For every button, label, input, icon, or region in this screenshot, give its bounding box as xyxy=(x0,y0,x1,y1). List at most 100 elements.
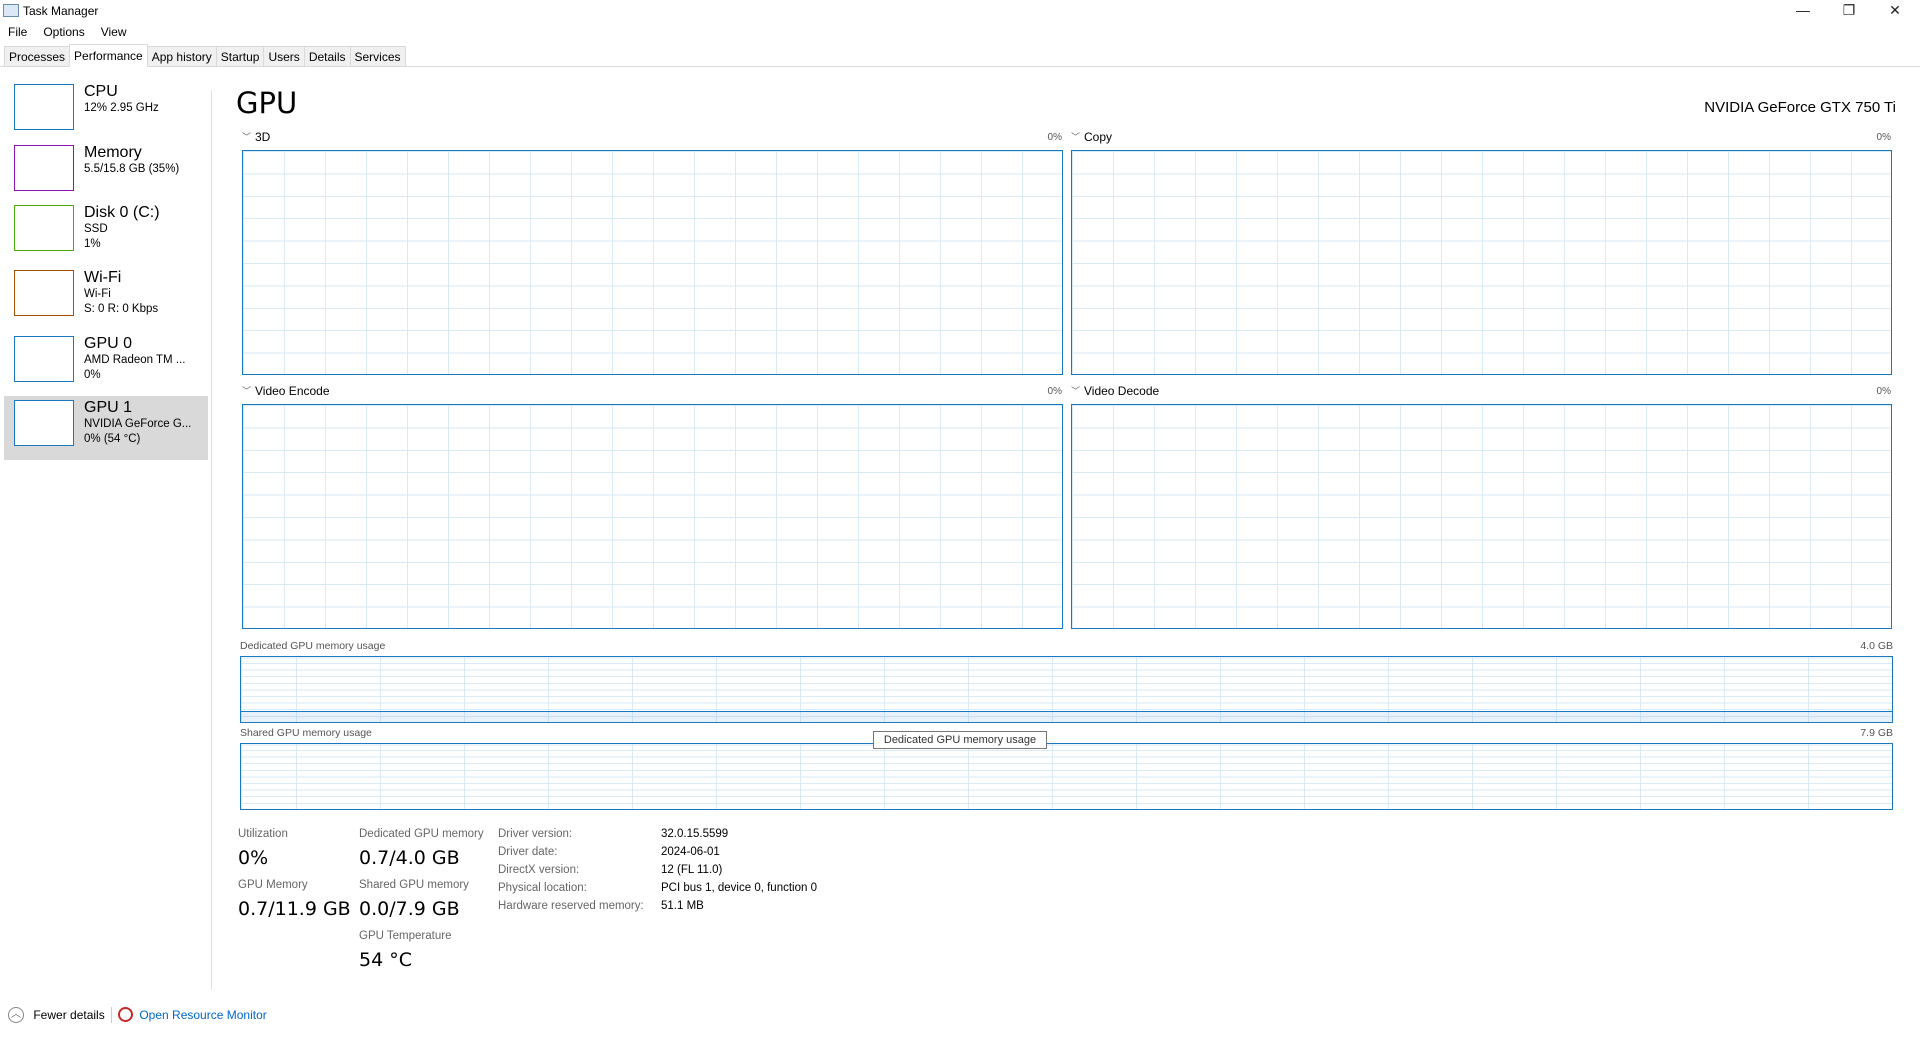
dedicated-chart-label: Dedicated GPU memory usage xyxy=(240,640,386,652)
engine-chart-video-encode[interactable] xyxy=(242,404,1063,629)
open-resource-monitor-link[interactable]: Open Resource Monitor xyxy=(118,1007,267,1023)
info-value: 12 (FL 11.0) xyxy=(661,864,723,876)
sidebar-item-detail: 12% 2.95 GHz xyxy=(84,102,159,114)
shared-chart-label: Shared GPU memory usage xyxy=(240,727,372,739)
menu-bar: File Options View xyxy=(0,23,135,43)
footer-divider xyxy=(111,1007,112,1023)
tab-processes[interactable]: Processes xyxy=(4,46,71,67)
chevron-down-icon[interactable]: ﹀ xyxy=(242,132,252,142)
engine-label-3d[interactable]: 3D xyxy=(255,130,271,144)
engine-value-copy: 0% xyxy=(1876,132,1891,143)
sidebar-item-detail-2: 0% (54 °C) xyxy=(84,433,141,445)
sidebar-item-gpu-0[interactable]: GPU 0 AMD Radeon TM ... 0% xyxy=(4,332,208,396)
tab-startup[interactable]: Startup xyxy=(215,46,265,67)
tab-details[interactable]: Details xyxy=(303,46,351,67)
page-title: GPU xyxy=(236,86,298,120)
info-value: 51.1 MB xyxy=(661,900,704,912)
utilization-label: Utilization xyxy=(238,828,288,840)
tab-app-history[interactable]: App history xyxy=(146,46,217,67)
utilization-value: 0% xyxy=(238,847,269,869)
sidebar-item-name: GPU 1 xyxy=(84,399,133,416)
engine-value-3d: 0% xyxy=(1047,132,1062,143)
info-value: 32.0.15.5599 xyxy=(661,828,729,840)
thumbnail-graph xyxy=(14,400,74,446)
sidebar-item-detail-2: S: 0 R: 0 Kbps xyxy=(84,303,159,315)
dedicated-memory-chart[interactable] xyxy=(240,656,1893,723)
tab-performance[interactable]: Performance xyxy=(69,44,148,67)
sidebar-item-detail: NVIDIA GeForce G... xyxy=(84,418,192,430)
tab-bar: Processes Performance App history Startu… xyxy=(4,44,406,67)
engine-value-video-decode: 0% xyxy=(1876,386,1891,397)
resource-monitor-icon xyxy=(118,1007,133,1023)
engine-label-video-decode[interactable]: Video Decode xyxy=(1084,384,1160,398)
engine-chart-copy[interactable] xyxy=(1071,150,1892,375)
sidebar-item-wi-fi[interactable]: Wi-Fi Wi-Fi S: 0 R: 0 Kbps xyxy=(4,266,208,330)
chevron-down-icon[interactable]: ﹀ xyxy=(242,386,252,396)
close-button[interactable]: ✕ xyxy=(1889,2,1901,18)
menu-file[interactable]: File xyxy=(8,25,28,39)
gpu-memory-value: 0.7/11.9 GB xyxy=(238,898,351,920)
minimize-button[interactable]: — xyxy=(1796,2,1810,18)
engine-chart-3d[interactable] xyxy=(242,150,1063,375)
shared-chart-max: 7.9 GB xyxy=(1860,727,1893,739)
engine-value-video-encode: 0% xyxy=(1047,386,1062,397)
shared-memory-label: Shared GPU memory xyxy=(359,879,469,891)
dedicated-memory-label: Dedicated GPU memory xyxy=(359,828,484,840)
info-value: 2024-06-01 xyxy=(661,846,720,858)
info-value: PCI bus 1, device 0, function 0 xyxy=(661,882,817,894)
thumbnail-graph xyxy=(14,145,74,191)
thumbnail-graph xyxy=(14,84,74,130)
sidebar-item-detail: AMD Radeon TM ... xyxy=(84,354,186,366)
sidebar-item-memory[interactable]: Memory 5.5/15.8 GB (35%) xyxy=(4,141,208,205)
tooltip: Dedicated GPU memory usage xyxy=(873,731,1047,749)
tab-divider xyxy=(0,66,1920,67)
engine-label-copy[interactable]: Copy xyxy=(1084,130,1113,144)
sidebar-item-name: CPU xyxy=(84,83,118,100)
info-label: Hardware reserved memory: xyxy=(498,900,644,912)
menu-options[interactable]: Options xyxy=(43,25,85,39)
dedicated-chart-max: 4.0 GB xyxy=(1860,640,1893,652)
title-bar: Task Manager — ❐ ✕ xyxy=(0,0,1920,22)
sidebar-item-name: Disk 0 (C:) xyxy=(84,204,160,221)
info-label: Driver version: xyxy=(498,828,573,840)
sidebar-item-detail-2: 0% xyxy=(84,369,101,381)
info-label: DirectX version: xyxy=(498,864,580,876)
fewer-details-label: Fewer details xyxy=(33,1008,105,1022)
sidebar-item-detail: 5.5/15.8 GB (35%) xyxy=(84,163,180,175)
window-title: Task Manager xyxy=(23,4,99,18)
thumbnail-graph xyxy=(14,205,74,251)
restore-button[interactable]: ❐ xyxy=(1842,2,1856,18)
thumbnail-graph xyxy=(14,336,74,382)
chevron-up-icon: ︿ xyxy=(8,1007,24,1023)
chevron-down-icon[interactable]: ﹀ xyxy=(1071,386,1081,396)
gpu-temperature-label: GPU Temperature xyxy=(359,930,452,942)
engine-chart-video-decode[interactable] xyxy=(1071,404,1892,629)
sidebar-item-detail-2: 1% xyxy=(84,238,101,250)
task-manager-icon xyxy=(3,4,19,17)
sidebar-item-detail: SSD xyxy=(84,223,108,235)
shared-memory-chart[interactable] xyxy=(240,743,1893,810)
menu-view[interactable]: View xyxy=(100,25,127,39)
info-label: Driver date: xyxy=(498,846,558,858)
gpu-memory-label: GPU Memory xyxy=(238,879,308,891)
sidebar-item-disk-0-c[interactable]: Disk 0 (C:) SSD 1% xyxy=(4,201,208,265)
sidebar-item-name: Memory xyxy=(84,144,142,161)
tab-services[interactable]: Services xyxy=(349,46,406,67)
sidebar-item-name: GPU 0 xyxy=(84,335,133,352)
sidebar-item-gpu-1[interactable]: GPU 1 NVIDIA GeForce G... 0% (54 °C) xyxy=(4,396,208,460)
open-resource-monitor-label: Open Resource Monitor xyxy=(139,1007,267,1022)
shared-memory-value: 0.0/7.9 GB xyxy=(359,898,460,920)
engine-label-video-encode[interactable]: Video Encode xyxy=(255,384,330,398)
sidebar-divider xyxy=(211,90,212,990)
fewer-details-button[interactable]: ︿ Fewer details xyxy=(8,1007,105,1023)
tab-users[interactable]: Users xyxy=(263,46,305,67)
gpu-model-name: NVIDIA GeForce GTX 750 Ti xyxy=(1704,99,1896,116)
info-label: Physical location: xyxy=(498,882,587,894)
gpu-temperature-value: 54 °C xyxy=(359,949,412,971)
sidebar-item-detail: Wi-Fi xyxy=(84,288,111,300)
chevron-down-icon[interactable]: ﹀ xyxy=(1071,132,1081,142)
sidebar-item-cpu[interactable]: CPU 12% 2.95 GHz xyxy=(4,80,208,144)
sidebar-item-name: Wi-Fi xyxy=(84,269,122,286)
dedicated-memory-value: 0.7/4.0 GB xyxy=(359,847,460,869)
dedicated-usage-fill xyxy=(241,710,1892,722)
